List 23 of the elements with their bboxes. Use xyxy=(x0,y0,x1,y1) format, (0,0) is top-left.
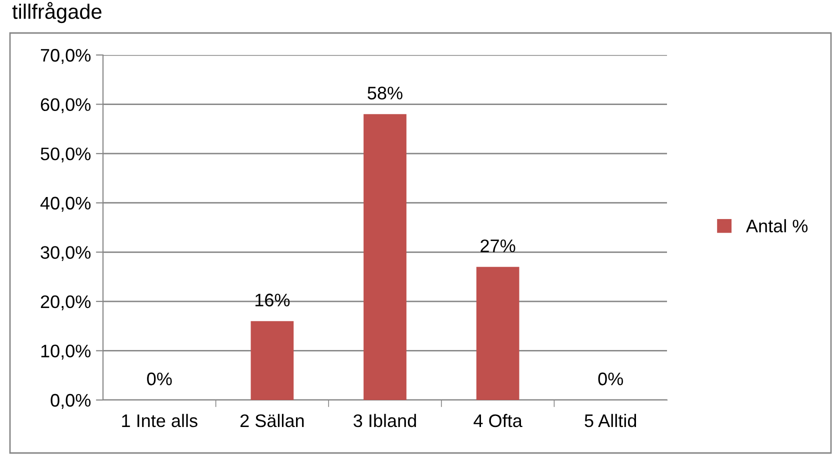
bar xyxy=(364,114,406,400)
x-tick-label: 5 Alltid xyxy=(584,414,636,428)
x-tick-label: 2 Sällan xyxy=(240,414,304,428)
y-tick-label: 50,0% xyxy=(40,148,91,162)
y-tick-label: 40,0% xyxy=(40,196,91,212)
bar xyxy=(476,266,520,400)
x-tick-label: 3 Ibland xyxy=(354,414,416,428)
y-tick-label: 70,0% xyxy=(40,48,91,64)
y-tick-label: 60,0% xyxy=(40,98,91,114)
chart-title: tillfrågade xyxy=(12,2,102,24)
bar xyxy=(250,321,294,400)
x-tick-label: 1 Inte alls xyxy=(122,414,198,428)
x-tick-label: 4 Ofta xyxy=(474,414,522,428)
y-tick-label: 0,0% xyxy=(50,394,91,409)
y-tick-label: 20,0% xyxy=(40,295,91,310)
y-tick-label: 10,0% xyxy=(41,344,91,360)
data-label: 27% xyxy=(480,239,516,252)
y-tick-label: 30,0% xyxy=(40,246,91,261)
data-label: 58% xyxy=(368,86,402,100)
data-label: 0% xyxy=(147,372,172,386)
data-label: 0% xyxy=(598,372,624,386)
legend-label: Antal % xyxy=(746,219,808,232)
data-label: 16% xyxy=(256,294,290,306)
